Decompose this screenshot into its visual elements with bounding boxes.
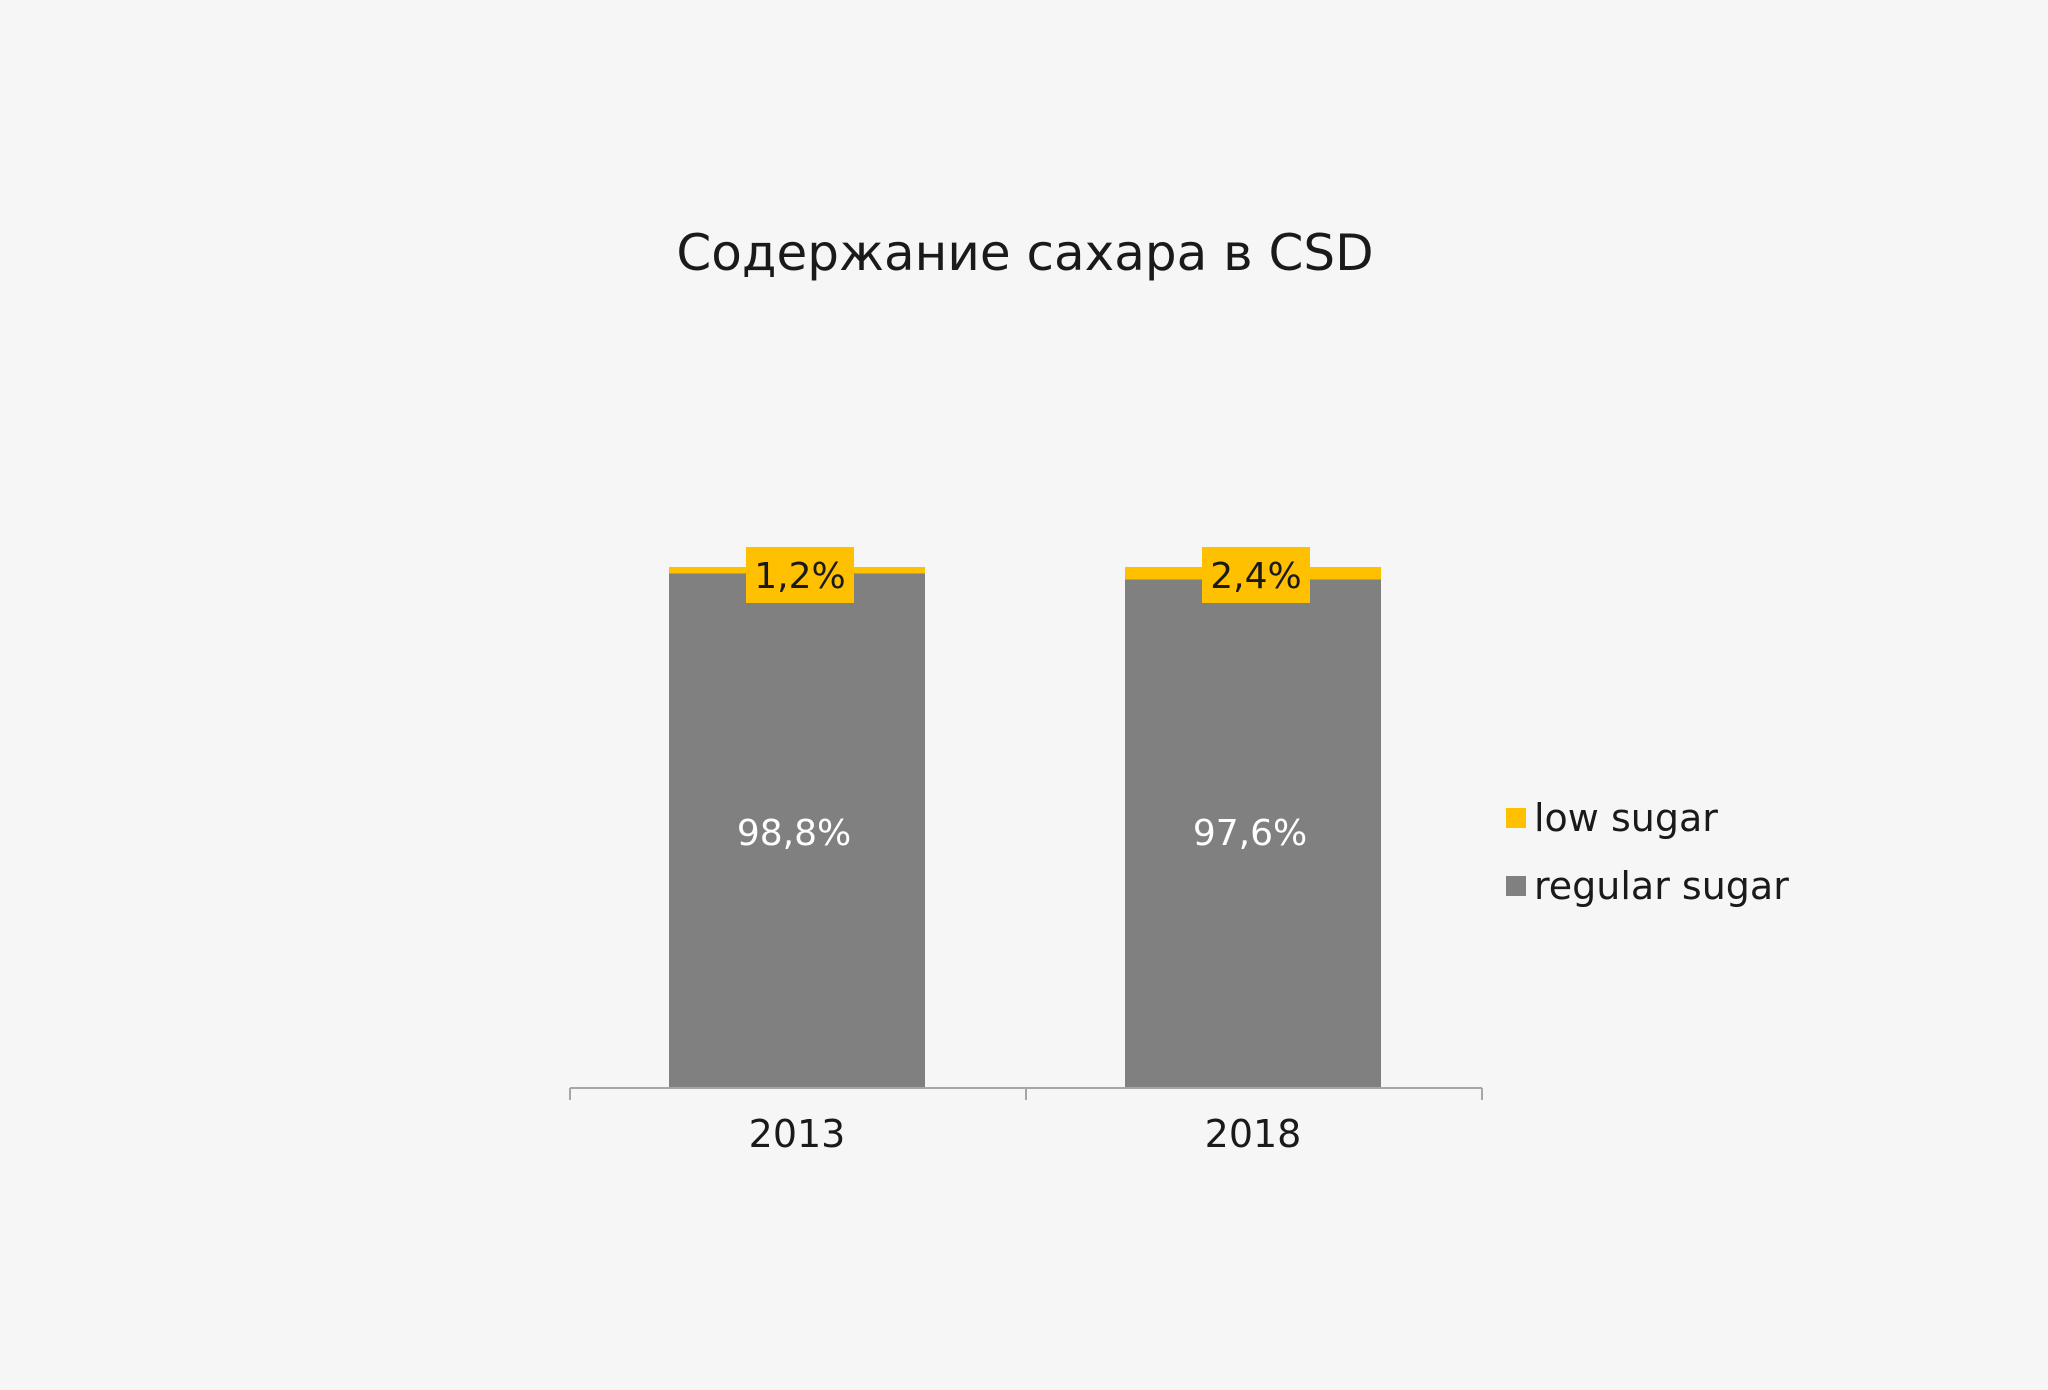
legend-label-low-sugar: low sugar [1534,796,1718,840]
chart-title: Содержание сахара в CSD [676,224,1373,282]
legend-swatch-regular-sugar [1506,876,1526,896]
data-label-regular-sugar-2013: 98,8% [737,813,851,854]
data-label-regular-sugar-2018: 97,6% [1193,813,1307,854]
data-label-box-low-sugar-2018 [1202,547,1310,603]
bars-layer [669,567,1381,1088]
bar-regular-sugar-2018 [1125,579,1381,1088]
bar-regular-sugar-2013 [669,573,925,1088]
x-tick-label-2013: 2013 [749,1112,846,1156]
legend: low sugar regular sugar [1506,796,1789,908]
data-label-low-sugar-2013: 1,2% [754,556,845,597]
x-tick-label-2018: 2018 [1205,1112,1302,1156]
data-label-low-sugar-2018: 2,4% [1210,556,1301,597]
data-labels: 98,8% 1,2% 97,6% 2,4% [737,547,1310,854]
data-label-box-low-sugar-2013 [746,547,854,603]
legend-label-regular-sugar: regular sugar [1534,864,1789,908]
legend-swatch-low-sugar [1506,808,1526,828]
x-axis: 2013 2018 [569,1087,1483,1156]
